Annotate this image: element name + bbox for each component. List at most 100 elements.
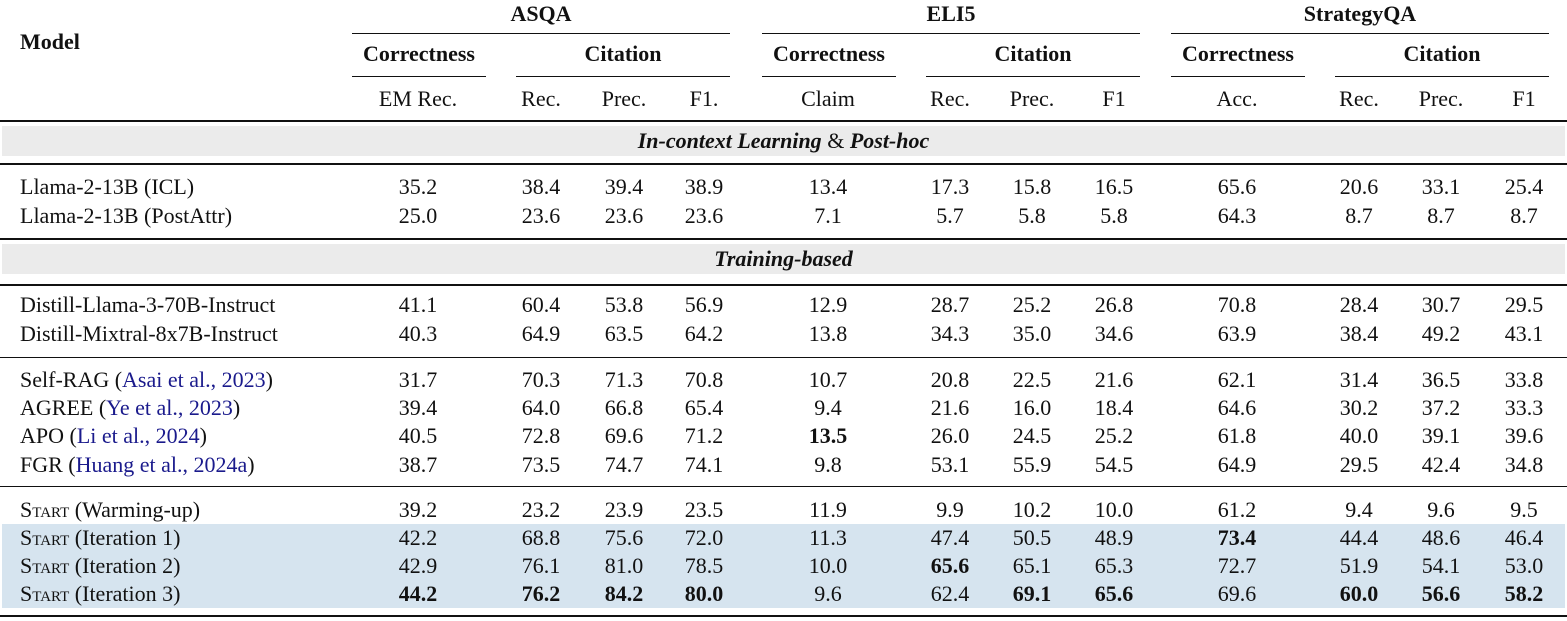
table-cell: 80.0 <box>684 581 724 606</box>
table-cell: 40.0 <box>1339 423 1379 448</box>
metric-header: Prec. <box>1009 86 1055 111</box>
table-cell: 65.1 <box>1012 553 1052 578</box>
cmidrule <box>352 33 730 34</box>
table-cell: 18.4 <box>1094 395 1134 420</box>
table-cell: 10.0 <box>1094 497 1134 522</box>
metric-header: Acc. <box>1216 86 1258 111</box>
table-cell: 13.4 <box>808 174 848 199</box>
citation-link[interactable]: Huang et al., 2024a <box>75 452 248 477</box>
table-cell: 84.2 <box>604 581 644 606</box>
table-cell: 23.5 <box>684 497 724 522</box>
model-name: Distill-Mixtral-8x7B-Instruct <box>20 320 278 348</box>
table-cell: 65.4 <box>684 395 724 420</box>
table-cell: 63.5 <box>604 321 644 346</box>
table-cell: 29.5 <box>1504 292 1544 317</box>
table-cell: 65.3 <box>1094 553 1134 578</box>
cmidrule <box>1171 33 1549 34</box>
table-cell: 70.3 <box>521 367 561 392</box>
table-cell: 64.3 <box>1217 203 1257 228</box>
method-name-smallcaps: Start <box>20 581 70 606</box>
table-cell: 64.6 <box>1217 395 1257 420</box>
table-cell: 31.4 <box>1339 367 1379 392</box>
cmidrule <box>516 76 730 77</box>
table-cell: 68.8 <box>521 525 561 550</box>
table-cell: 16.5 <box>1094 174 1134 199</box>
table-cell: 63.9 <box>1217 321 1257 346</box>
group-header-citation: Citation <box>994 41 1072 66</box>
table-cell: 21.6 <box>1094 367 1134 392</box>
table-cell: 13.8 <box>808 321 848 346</box>
cmidrule <box>926 76 1140 77</box>
table-cell: 5.8 <box>1018 203 1046 228</box>
table-cell: 9.4 <box>1345 497 1373 522</box>
table-cell: 69.6 <box>604 423 644 448</box>
table-cell: 54.1 <box>1421 553 1461 578</box>
table-cell: 44.4 <box>1339 525 1379 550</box>
group-header-citation: Citation <box>1403 41 1481 66</box>
table-cell: 8.7 <box>1510 203 1538 228</box>
table-cell: 30.7 <box>1421 292 1461 317</box>
table-cell: 40.3 <box>398 321 438 346</box>
metric-header: F1. <box>689 86 719 111</box>
model-name: Start (Iteration 1) <box>20 524 180 552</box>
midrule <box>0 238 1567 240</box>
cmidrule <box>762 76 896 77</box>
model-name: Start (Warming-up) <box>20 496 200 524</box>
table-cell: 38.4 <box>521 174 561 199</box>
metric-header: Rec. <box>521 86 561 111</box>
table-cell: 33.1 <box>1421 174 1461 199</box>
method-name-smallcaps: Start <box>20 553 70 578</box>
citation-link[interactable]: Li et al., 2024 <box>76 423 200 448</box>
model-name: Start (Iteration 3) <box>20 580 180 608</box>
cmidrule <box>1171 76 1305 77</box>
model-label: APO <box>20 423 65 448</box>
citation-link[interactable]: Ye et al., 2023 <box>106 395 233 420</box>
table-cell: 54.5 <box>1094 452 1134 477</box>
group-header-correctness: Correctness <box>1182 41 1294 66</box>
table-cell: 60.0 <box>1339 581 1379 606</box>
table-cell: 31.7 <box>398 367 438 392</box>
dataset-header-eli5: ELI5 <box>926 1 976 26</box>
table-cell: 39.4 <box>604 174 644 199</box>
metric-header: F1 <box>1102 86 1126 111</box>
metric-header: Rec. <box>1339 86 1379 111</box>
table-cell: 69.1 <box>1012 581 1052 606</box>
table-cell: 26.8 <box>1094 292 1134 317</box>
table-cell: 28.7 <box>930 292 970 317</box>
citation-link[interactable]: Asai et al., 2023 <box>122 367 266 392</box>
table-cell: 24.5 <box>1012 423 1052 448</box>
table-cell: 9.9 <box>936 497 964 522</box>
model-label: Distill-Mixtral-8x7B-Instruct <box>20 321 278 346</box>
table-cell: 38.9 <box>684 174 724 199</box>
model-name: Distill-Llama-3-70B-Instruct <box>20 291 275 319</box>
table-cell: 9.6 <box>1427 497 1455 522</box>
table-cell: 56.9 <box>684 292 724 317</box>
table-cell: 7.1 <box>814 203 842 228</box>
table-cell: 42.4 <box>1421 452 1461 477</box>
model-suffix: (Warming-up) <box>74 497 201 522</box>
table-cell: 26.0 <box>930 423 970 448</box>
model-label: Self-RAG <box>20 367 110 392</box>
table-cell: 60.4 <box>521 292 561 317</box>
section-title-training: Training-based <box>714 246 853 271</box>
table-cell: 48.9 <box>1094 525 1134 550</box>
table-cell: 36.5 <box>1421 367 1461 392</box>
model-name: FGR (Huang et al., 2024a) <box>20 452 255 477</box>
table-cell: 34.8 <box>1504 452 1544 477</box>
section-title-amp: & <box>827 128 845 153</box>
highlight-band <box>2 524 1565 608</box>
table-cell: 49.2 <box>1421 321 1461 346</box>
method-name-smallcaps: Start <box>20 497 70 522</box>
section-title-icl: In-context Learning & Post-hoc <box>0 126 1567 156</box>
table-cell: 23.9 <box>604 497 644 522</box>
table-cell: 64.9 <box>521 321 561 346</box>
group-header-correctness: Correctness <box>773 41 885 66</box>
table-cell: 8.7 <box>1427 203 1455 228</box>
table-cell: 43.1 <box>1504 321 1544 346</box>
metric-header: Prec. <box>601 86 647 111</box>
metric-header: F1 <box>1512 86 1536 111</box>
midrule <box>0 120 1567 122</box>
model-name: APO (Li et al., 2024) <box>20 423 207 448</box>
table-cell: 39.4 <box>398 395 438 420</box>
table-cell: 9.8 <box>814 452 842 477</box>
